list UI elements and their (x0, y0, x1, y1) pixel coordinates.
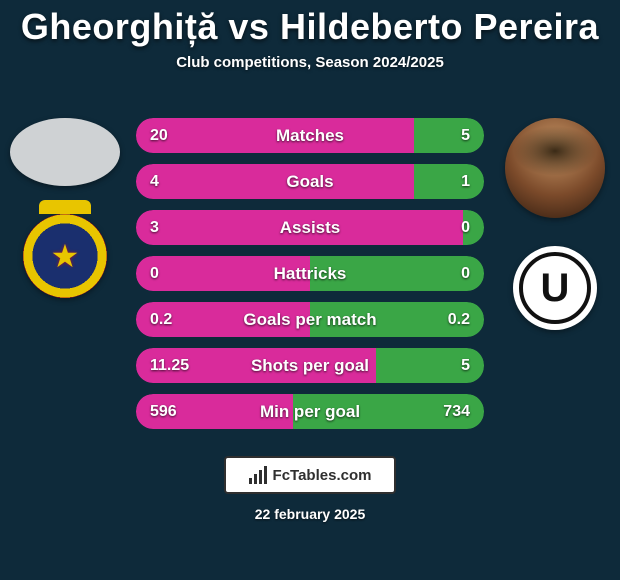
stat-row: 11.25 5 Shots per goal (136, 348, 484, 383)
player-right-photo (505, 118, 605, 218)
right-column: U (500, 118, 610, 330)
stat-row: 0.2 0.2 Goals per match (136, 302, 484, 337)
comparison-card: Gheorghiță vs Hildeberto Pereira Club co… (0, 0, 620, 580)
brand-text: FcTables.com (273, 467, 372, 484)
stat-label: Matches (276, 118, 344, 153)
stat-label: Assists (280, 210, 340, 245)
stat-bar-right (414, 118, 484, 153)
stat-row: 4 1 Goals (136, 164, 484, 199)
player-left-photo (10, 118, 120, 186)
stat-row: 20 5 Matches (136, 118, 484, 153)
bars-icon (249, 466, 267, 484)
stat-value-left: 0.2 (150, 302, 172, 337)
club-left-badge: ★ (23, 214, 107, 298)
club-right-letter: U (541, 266, 570, 311)
stat-value-left: 11.25 (150, 348, 189, 383)
stat-row: 3 0 Assists (136, 210, 484, 245)
stat-label: Shots per goal (251, 348, 369, 383)
main-area: ★ U 20 5 Matches 4 1 Goals 3 0 Assists 0 0 Hattrick… (0, 98, 620, 580)
stat-label: Min per goal (260, 394, 360, 429)
stat-bar-left (136, 164, 414, 199)
stat-value-left: 596 (150, 394, 177, 429)
stat-value-left: 20 (150, 118, 168, 153)
stat-value-right: 5 (461, 348, 470, 383)
page-subtitle: Club competitions, Season 2024/2025 (0, 54, 620, 71)
left-column: ★ (10, 118, 120, 298)
stat-value-right: 0.2 (448, 302, 470, 337)
stat-row: 0 0 Hattricks (136, 256, 484, 291)
stat-label: Goals (286, 164, 333, 199)
stat-row: 596 734 Min per goal (136, 394, 484, 429)
stats-table: 20 5 Matches 4 1 Goals 3 0 Assists 0 0 Hattricks 0.2… (136, 118, 484, 429)
stat-value-right: 5 (461, 118, 470, 153)
stat-value-right: 1 (461, 164, 470, 199)
stat-label: Goals per match (243, 302, 376, 337)
stat-value-left: 4 (150, 164, 159, 199)
stat-value-right: 734 (443, 394, 470, 429)
footer-date: 22 february 2025 (255, 506, 366, 522)
stat-value-left: 0 (150, 256, 159, 291)
stat-value-left: 3 (150, 210, 159, 245)
stat-value-right: 0 (461, 256, 470, 291)
stat-label: Hattricks (274, 256, 347, 291)
brand-box: FcTables.com (224, 456, 396, 494)
stat-bar-right (414, 164, 484, 199)
stat-value-right: 0 (461, 210, 470, 245)
page-title: Gheorghiță vs Hildeberto Pereira (0, 6, 620, 48)
club-right-badge: U (513, 246, 597, 330)
star-icon: ★ (51, 237, 80, 275)
